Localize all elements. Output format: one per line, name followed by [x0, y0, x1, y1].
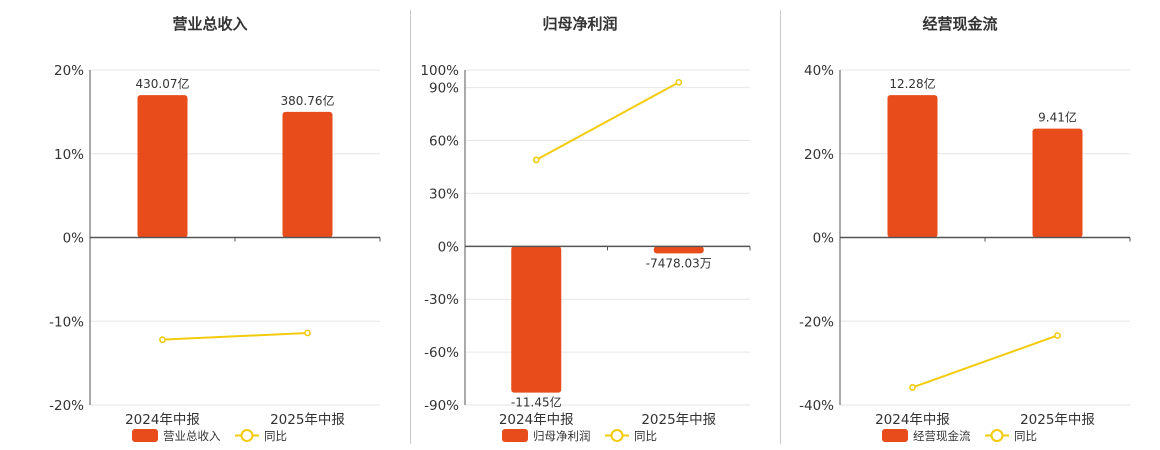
- y-tick-label: 40%: [804, 63, 834, 79]
- panel-divider-2: [780, 10, 781, 444]
- y-tick-label: -20%: [799, 314, 834, 330]
- legend-line-label: 同比: [1014, 429, 1037, 443]
- y-tick-label: 60%: [429, 134, 459, 150]
- bar: [511, 246, 562, 393]
- y-tick-label: 0%: [63, 231, 85, 247]
- legend-bar-label: 营业总收入: [163, 429, 221, 443]
- yoy-line: [912, 334, 1058, 389]
- x-tick-label: 2025年中报: [1020, 412, 1095, 428]
- bar-value-label: 380.76亿: [281, 93, 335, 108]
- y-tick-label: -20%: [49, 398, 84, 414]
- y-tick-label: 0%: [438, 239, 460, 255]
- bar-value-label: -11.45亿: [511, 395, 562, 410]
- yoy-line: [162, 331, 308, 341]
- bar: [282, 111, 333, 238]
- legend-line-label: 同比: [264, 429, 287, 443]
- panel-divider-1: [410, 10, 411, 444]
- y-tick-label: 90%: [429, 81, 459, 97]
- y-tick-label: 100%: [420, 63, 459, 79]
- y-tick-label: -60%: [424, 345, 459, 361]
- yoy-point: [909, 384, 916, 391]
- y-tick-label: -40%: [799, 398, 834, 414]
- chart-title: 经营现金流: [922, 15, 997, 33]
- y-tick-label: 20%: [54, 63, 84, 79]
- bar-value-label: -7478.03万: [646, 256, 712, 270]
- legend-bar-swatch: [132, 429, 158, 442]
- y-tick-label: -30%: [424, 292, 459, 308]
- y-tick-label: 30%: [429, 186, 459, 202]
- yoy-line: [535, 81, 680, 161]
- y-tick-label: 0%: [813, 231, 835, 247]
- yoy-point: [159, 336, 166, 344]
- y-tick-label: 20%: [804, 147, 834, 163]
- legend-bar-label: 经营现金流: [913, 429, 971, 443]
- bar: [653, 246, 704, 254]
- bar-value-label: 9.41亿: [1038, 110, 1077, 125]
- yoy-point: [1054, 332, 1061, 339]
- bar-value-label: 12.28亿: [889, 76, 935, 91]
- x-tick-label: 2024年中报: [499, 412, 574, 428]
- legend-line-marker: [610, 429, 624, 442]
- x-tick-label: 2024年中报: [125, 412, 200, 428]
- legend-bar-label: 归母净利润: [533, 429, 591, 443]
- yoy-point: [304, 329, 311, 337]
- bar: [887, 95, 938, 238]
- bar-value-label: 430.07亿: [136, 76, 190, 91]
- legend-bar-swatch: [502, 429, 528, 442]
- bar: [137, 95, 188, 238]
- y-tick-label: -10%: [49, 314, 84, 330]
- legend-line-marker: [990, 429, 1004, 442]
- x-tick-label: 2025年中报: [641, 412, 716, 428]
- legend-line-marker: [240, 429, 254, 442]
- chart-title: 营业总收入: [172, 15, 247, 33]
- y-tick-label: 10%: [54, 147, 84, 163]
- legend-bar-swatch: [882, 429, 908, 442]
- y-tick-label: -90%: [424, 398, 459, 414]
- x-tick-label: 2025年中报: [270, 412, 345, 428]
- chart-title: 归母净利润: [542, 15, 617, 33]
- yoy-point: [532, 156, 540, 164]
- legend-line-label: 同比: [634, 429, 657, 443]
- bar: [1032, 128, 1083, 238]
- x-tick-label: 2024年中报: [875, 412, 950, 428]
- yoy-point: [675, 78, 683, 86]
